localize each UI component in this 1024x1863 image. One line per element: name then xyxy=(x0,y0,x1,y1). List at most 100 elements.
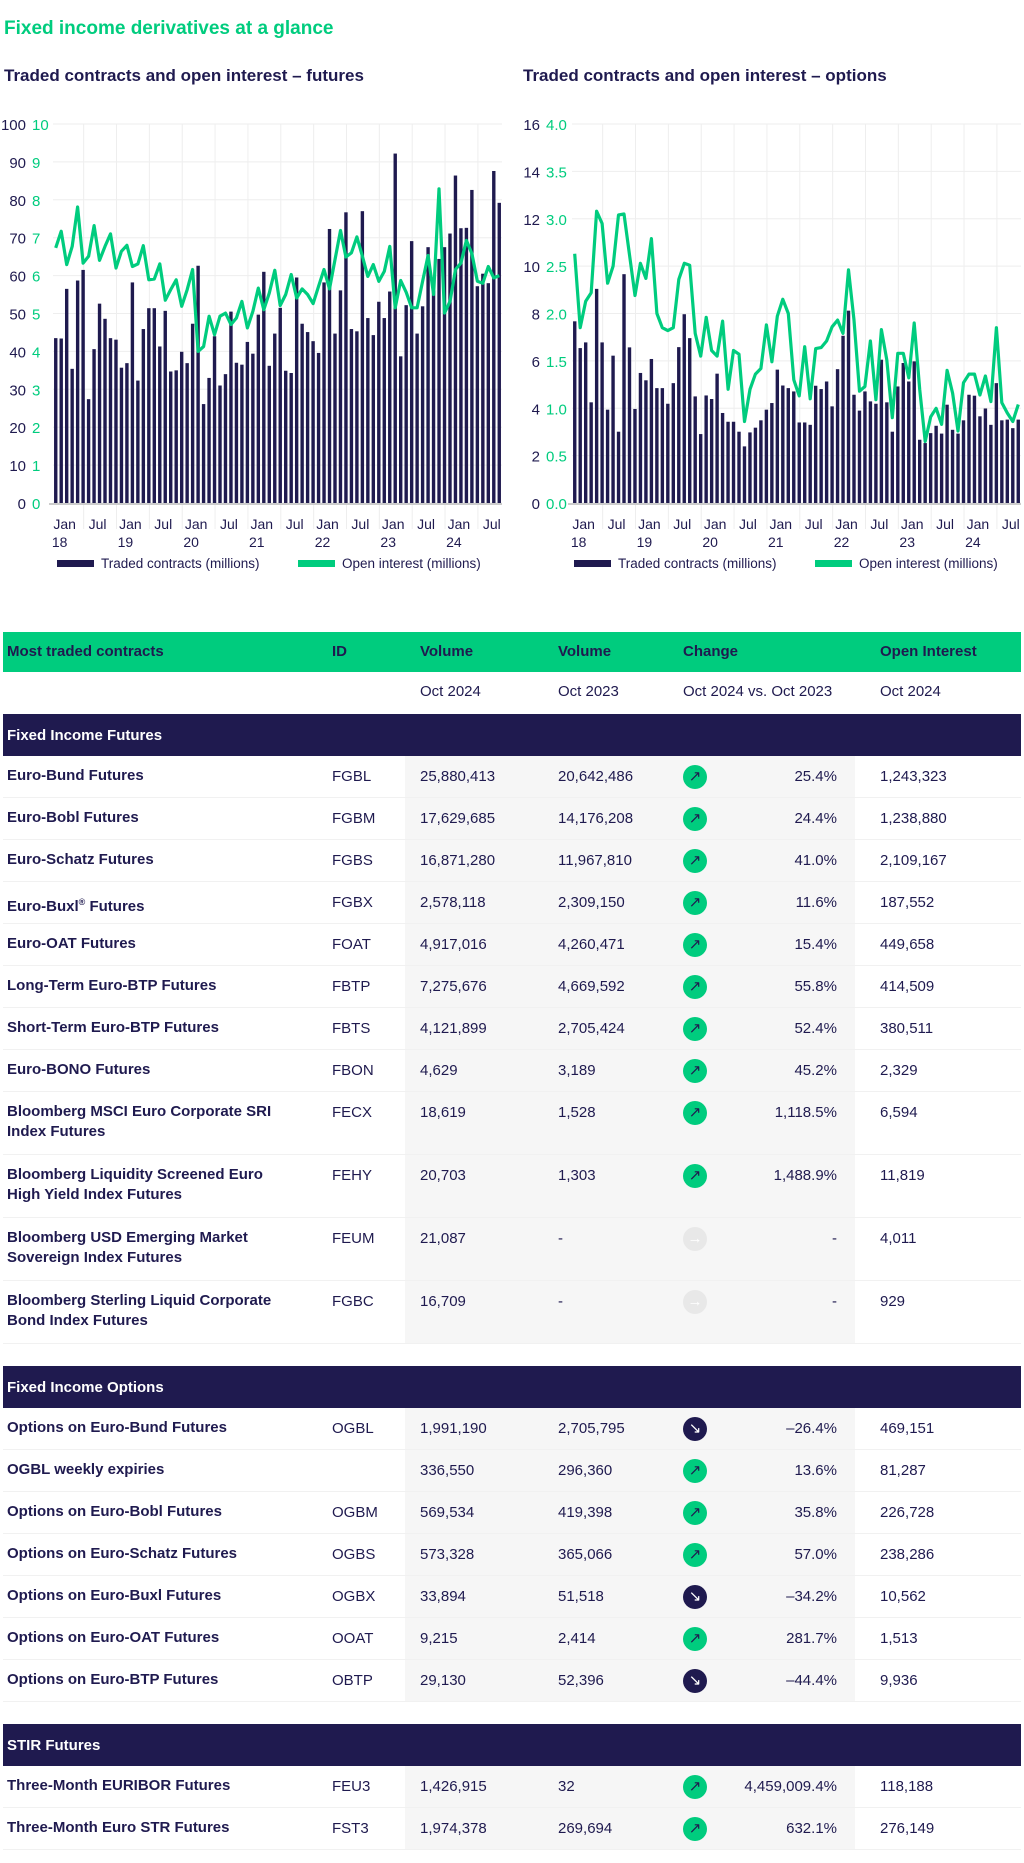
open-interest: 118,188 xyxy=(880,1778,934,1795)
traded-contracts-bar xyxy=(633,408,637,503)
traded-contracts-bar xyxy=(792,391,796,503)
y-left-tick-label: 4 xyxy=(532,401,540,418)
registered-mark: ® xyxy=(78,897,86,907)
section-title: STIR Futures xyxy=(7,1737,101,1754)
contract-name: Euro-Buxl® Futures xyxy=(7,892,297,917)
row-highlight xyxy=(405,882,855,923)
contract-name: Long-Term Euro-BTP Futures xyxy=(7,977,217,994)
volume-oct-2023: 4,260,471 xyxy=(558,936,625,953)
volume-oct-2024: 573,328 xyxy=(420,1546,475,1563)
traded-contracts-bar xyxy=(174,370,178,503)
trend-up-icon: ↗ xyxy=(683,1817,707,1841)
traded-contracts-bar xyxy=(486,283,491,503)
traded-contracts-bar xyxy=(605,409,610,503)
y-right-tick-label: 1.0 xyxy=(546,401,567,418)
change-percent: 57.0% xyxy=(794,1546,837,1563)
open-interest: 4,011 xyxy=(880,1230,917,1247)
y-right-tick-label: 4 xyxy=(32,344,40,361)
traded-contracts-bar xyxy=(141,329,146,503)
contract-id: FOAT xyxy=(332,936,371,953)
table-header: Most traded contracts ID Volume Volume Chang… xyxy=(3,632,1021,672)
traded-contracts-bar xyxy=(726,421,730,503)
row-highlight xyxy=(405,1534,855,1575)
traded-contracts-bar xyxy=(879,359,884,503)
traded-contracts-bar xyxy=(431,290,436,503)
x-tick-month: Jul xyxy=(351,516,369,532)
y-left-tick-label: 10 xyxy=(523,259,540,276)
x-tick-year: 22 xyxy=(315,534,331,550)
x-tick-year: 19 xyxy=(637,534,653,550)
traded-contracts-bar xyxy=(622,274,626,503)
traded-contracts-bar xyxy=(481,273,485,503)
column-subheader: Oct 2024 xyxy=(420,683,481,700)
trend-up-icon: ↗ xyxy=(683,1059,707,1083)
traded-contracts-bar xyxy=(158,346,162,503)
y-right-tick-label: 3.0 xyxy=(546,212,567,229)
traded-contracts-bar xyxy=(573,321,577,503)
change-percent: 41.0% xyxy=(794,852,837,869)
volume-oct-2024: 18,619 xyxy=(420,1104,466,1121)
table-row: Options on Euro-Buxl Futures OGBX 33,894 51… xyxy=(3,1576,1021,1618)
traded-contracts-bar xyxy=(267,365,271,503)
contract-id: FBON xyxy=(332,1062,374,1079)
x-tick-month: Jul xyxy=(608,516,626,532)
contract-id: FGBL xyxy=(332,768,372,785)
traded-contracts-bar xyxy=(655,388,659,503)
traded-contracts-bar xyxy=(874,403,878,503)
y-left-tick-label: 2 xyxy=(532,449,540,466)
row-highlight xyxy=(405,840,855,881)
volume-oct-2024: 17,629,685 xyxy=(420,810,496,827)
x-tick-month: Jul xyxy=(286,516,304,532)
contract-name-text: Euro-Buxl xyxy=(7,898,79,915)
traded-contracts-bar xyxy=(404,305,408,503)
traded-contracts-bar xyxy=(179,351,184,503)
traded-contracts-bar xyxy=(660,388,665,503)
traded-contracts-bar xyxy=(382,318,386,503)
contract-name-tail: Futures xyxy=(85,898,145,915)
traded-contracts-bar xyxy=(594,288,599,503)
open-interest: 380,511 xyxy=(880,1020,934,1037)
traded-contracts-bar xyxy=(185,363,189,503)
contract-name: OGBL weekly expiries xyxy=(7,1461,165,1478)
traded-contracts-bar xyxy=(497,202,501,503)
traded-contracts-bar xyxy=(284,370,288,503)
traded-contracts-bar xyxy=(907,381,911,503)
traded-contracts-bar xyxy=(781,385,785,503)
trend-up-icon: ↗ xyxy=(683,1775,707,1799)
trend-up-icon: ↗ xyxy=(683,849,707,873)
traded-contracts-bar xyxy=(715,373,719,503)
traded-contracts-bar xyxy=(819,389,823,503)
traded-contracts-bar xyxy=(256,314,261,503)
traded-contracts-bar xyxy=(114,339,118,503)
y-left-tick-label: 30 xyxy=(9,382,26,399)
x-tick-year: 24 xyxy=(446,534,462,550)
open-interest: 11,819 xyxy=(880,1167,925,1184)
trend-flat-icon: → xyxy=(683,1227,707,1251)
x-tick-month: Jan xyxy=(572,516,595,532)
contract-name: Euro-Bobl Futures xyxy=(7,809,139,826)
open-interest: 187,552 xyxy=(880,894,935,911)
traded-contracts-bar xyxy=(492,170,496,503)
row-highlight xyxy=(405,966,855,1007)
traded-contracts-bar xyxy=(978,416,982,503)
legend-label-traded: Traded contracts (millions) xyxy=(618,556,777,571)
x-tick-month: Jul xyxy=(483,516,501,532)
x-tick-month: Jan xyxy=(53,516,76,532)
traded-contracts-bar xyxy=(426,247,430,503)
traded-contracts-bar xyxy=(1016,419,1020,503)
traded-contracts-bar xyxy=(671,383,675,503)
traded-contracts-bar xyxy=(316,352,321,503)
traded-contracts-bar xyxy=(945,404,949,503)
volume-oct-2023: 3,189 xyxy=(558,1062,596,1079)
y-left-tick-label: 8 xyxy=(532,307,540,324)
traded-contracts-bar xyxy=(731,421,736,503)
y-right-tick-label: 2 xyxy=(32,420,40,437)
volume-oct-2023: 11,967,810 xyxy=(558,852,632,869)
row-highlight xyxy=(405,1408,855,1449)
volume-oct-2023: 1,528 xyxy=(558,1104,596,1121)
x-tick-month: Jan xyxy=(316,516,339,532)
traded-contracts-bar xyxy=(92,349,96,503)
traded-contracts-bar xyxy=(677,347,681,503)
table-row: Options on Euro-Schatz Futures OGBS 573,32… xyxy=(3,1534,1021,1576)
x-tick-month: Jul xyxy=(936,516,954,532)
